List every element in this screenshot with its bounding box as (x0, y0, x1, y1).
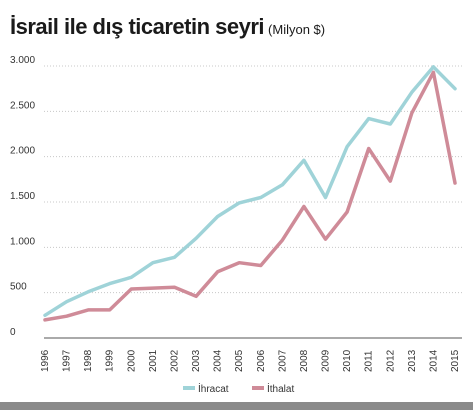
x-tick-label: 2013 (407, 349, 418, 372)
x-tick-label: 2002 (169, 349, 180, 372)
y-tick-label: 500 (10, 282, 27, 293)
y-tick-label: 0 (10, 327, 16, 338)
chart-header: İsrail ile dış ticaretin seyri (Milyon $) (10, 14, 325, 40)
x-tick-label: 1997 (62, 349, 73, 372)
series-line-ithalat (43, 70, 457, 322)
y-tick-label: 1.500 (10, 191, 35, 202)
x-tick-label: 2004 (213, 349, 224, 372)
y-tick-label: 1.000 (10, 236, 35, 247)
legend-label: İhracat (198, 382, 229, 395)
chart-title: İsrail ile dış ticaretin seyri (10, 14, 265, 39)
x-tick-label: 2015 (450, 349, 461, 372)
x-tick-label: 2012 (385, 349, 396, 372)
y-axis-ticks: 0 500 1.000 1.500 2.000 2.500 3.000 (10, 55, 35, 338)
x-tick-label: 2003 (191, 349, 202, 372)
x-tick-label: 2001 (148, 349, 159, 372)
x-tick-label: 2011 (364, 350, 375, 372)
chart-subtitle: (Milyon $) (268, 22, 326, 37)
x-tick-label: 1999 (105, 349, 116, 372)
legend-label: İthalat (267, 382, 294, 395)
x-tick-label: 1996 (40, 349, 51, 372)
y-tick-label: 2.500 (10, 100, 35, 111)
x-tick-label: 2000 (126, 349, 137, 372)
x-tick-label: 2009 (321, 349, 332, 372)
x-tick-label: 2006 (256, 349, 267, 372)
legend: İhracat İthalat (183, 382, 294, 395)
grid-lines (44, 65, 462, 339)
y-tick-label: 3.000 (10, 55, 35, 66)
x-axis-ticks: 1996 1997 1998 1999 2000 2001 2002 2003 2004 2005… (40, 349, 461, 372)
y-tick-label: 2.000 (10, 146, 35, 157)
series-lines (43, 65, 457, 322)
x-tick-label: 2008 (299, 349, 310, 372)
x-tick-label: 2010 (342, 349, 353, 372)
x-tick-label: 2014 (428, 349, 439, 372)
bottom-bar (0, 402, 473, 410)
x-tick-label: 2007 (277, 349, 288, 372)
x-tick-label: 1998 (83, 349, 94, 372)
series-line-ihracat (43, 65, 457, 318)
x-tick-label: 2005 (234, 349, 245, 372)
